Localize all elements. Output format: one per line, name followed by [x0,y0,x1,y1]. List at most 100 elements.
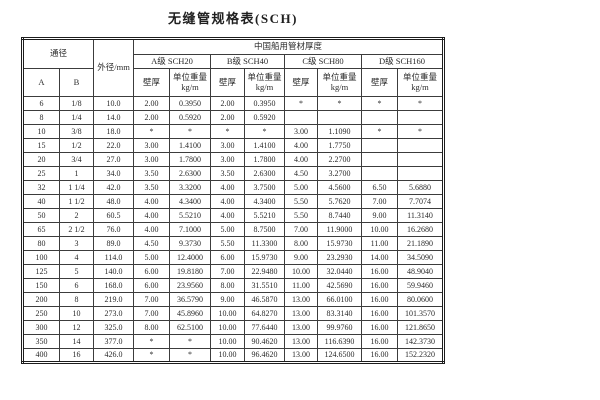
table-cell: 4.00 [133,222,171,237]
table-cell: 60.5 [93,208,135,223]
table-cell: 3.00 [133,152,171,167]
table-cell: 66.0100 [317,292,363,307]
table-cell: 4.3400 [169,194,212,209]
table-cell: 5.00 [210,222,246,237]
wall-thickness-header-d: 壁厚 [361,68,399,97]
unit-weight-label: 单位重量 [173,71,208,82]
table-cell: 6.00 [133,278,171,293]
table-cell: 2.6300 [244,166,286,181]
table-cell: 7.7074 [397,194,445,209]
table-cell: 80 [22,236,60,251]
table-cell: 1.7800 [169,152,212,167]
table-row: 200 8 219.0 7.00 36.5790 9.00 46.5870 13.00 66.0… [22,292,445,307]
table-cell: 21.1890 [397,236,445,251]
table-cell [361,166,399,181]
table-cell: 4.00 [210,180,246,195]
table-cell: 3.50 [133,166,171,181]
table-cell: 4.00 [210,208,246,223]
table-cell: 13.00 [284,320,319,335]
table-cell: 19.8180 [169,264,212,279]
table-cell: 14.0 [93,110,135,125]
table-cell: 10 [58,306,95,321]
table-cell: 7.00 [284,222,319,237]
table-cell: 62.5100 [169,320,212,335]
table-cell: 7.00 [210,264,246,279]
table-cell: 10.00 [284,264,319,279]
table-cell: 350 [22,334,60,349]
grade-d-header: D级 SCH160 [361,54,445,69]
table-cell: 1 [58,166,95,181]
unit-weight-label: 单位重量 [247,71,282,82]
table-cell: 16 [58,348,95,363]
table-cell: 300 [22,320,60,335]
table-row: 65 2 1/2 76.0 4.00 7.1000 5.00 8.7500 7.00 11.90… [22,222,445,237]
table-cell: 3.2700 [317,166,363,181]
table-cell: 4 [58,250,95,265]
unit-weight-header-b: 单位重量 kg/m [244,68,286,97]
table-cell: 32 [22,180,60,195]
table-cell: 3.00 [210,138,246,153]
wall-thickness-header-c: 壁厚 [284,68,319,97]
table-cell: 25 [22,166,60,181]
table-row: 100 4 114.0 5.00 12.4000 6.00 15.9730 9.00 23.29… [22,250,445,265]
table-cell: 83.3140 [317,306,363,321]
table-cell: * [133,124,171,139]
table-cell: 1/2 [58,138,95,153]
table-cell: * [397,96,445,111]
table-cell: 15.9730 [244,250,286,265]
table-cell: 23.2930 [317,250,363,265]
table-cell: * [169,124,212,139]
outer-diameter-header: 外径/mm [93,38,135,97]
table-cell: 7.1000 [169,222,212,237]
table-cell: 3 [58,236,95,251]
table-cell: 6.00 [133,264,171,279]
table-cell: 2.00 [133,96,171,111]
table-cell: 8 [22,110,60,125]
table-cell: * [361,96,399,111]
table-cell: 3.3200 [169,180,212,195]
table-row: 50 2 60.5 4.00 5.5210 4.00 5.5210 5.50 8.7440 9.0… [22,208,445,223]
table-cell: 42.5690 [317,278,363,293]
table-cell: 168.0 [93,278,135,293]
table-cell: 46.5870 [244,292,286,307]
table-cell: 8.00 [284,236,319,251]
table-cell: 121.8650 [397,320,445,335]
table-cell: 32.0440 [317,264,363,279]
table-cell: * [133,334,171,349]
table-cell: 80.0600 [397,292,445,307]
table-cell: 152.2320 [397,348,445,363]
table-cell: * [169,348,212,363]
table-cell: 3.50 [210,166,246,181]
table-row: 125 5 140.0 6.00 19.8180 7.00 22.9480 10.00 32.0… [22,264,445,279]
table-row: 10 3/8 18.0 * * * * 3.00 1.1090 * * [22,124,445,139]
table-cell: 10.00 [210,306,246,321]
table-cell: 77.6440 [244,320,286,335]
table-cell [397,110,445,125]
table-cell: 10.00 [210,348,246,363]
table-cell: 34.5090 [397,250,445,265]
table-cell: * [361,124,399,139]
table-cell: 8.7500 [244,222,286,237]
table-cell: 8.00 [210,278,246,293]
table-cell: 31.5510 [244,278,286,293]
table-cell: 20 [22,152,60,167]
table-cell: * [317,96,363,111]
grade-b-header: B级 SCH40 [210,54,286,69]
table-row: 20 3/4 27.0 3.00 1.7800 3.00 1.7800 4.00 2.2700 [22,152,445,167]
table-cell [284,110,319,125]
table-cell: 3.00 [133,138,171,153]
table-cell: 3.00 [284,124,319,139]
table-cell: 5.50 [284,208,319,223]
table-cell: 4.00 [133,194,171,209]
table-cell: 16.00 [361,306,399,321]
table-cell: * [169,334,212,349]
table-cell: 5.50 [210,236,246,251]
table-cell: 1 1/4 [58,180,95,195]
table-cell: 142.3730 [397,334,445,349]
table-cell: 1.7800 [244,152,286,167]
table-cell: 1.4100 [169,138,212,153]
table-cell: 5 [58,264,95,279]
table-cell: 116.6390 [317,334,363,349]
table-cell: 2.00 [210,110,246,125]
